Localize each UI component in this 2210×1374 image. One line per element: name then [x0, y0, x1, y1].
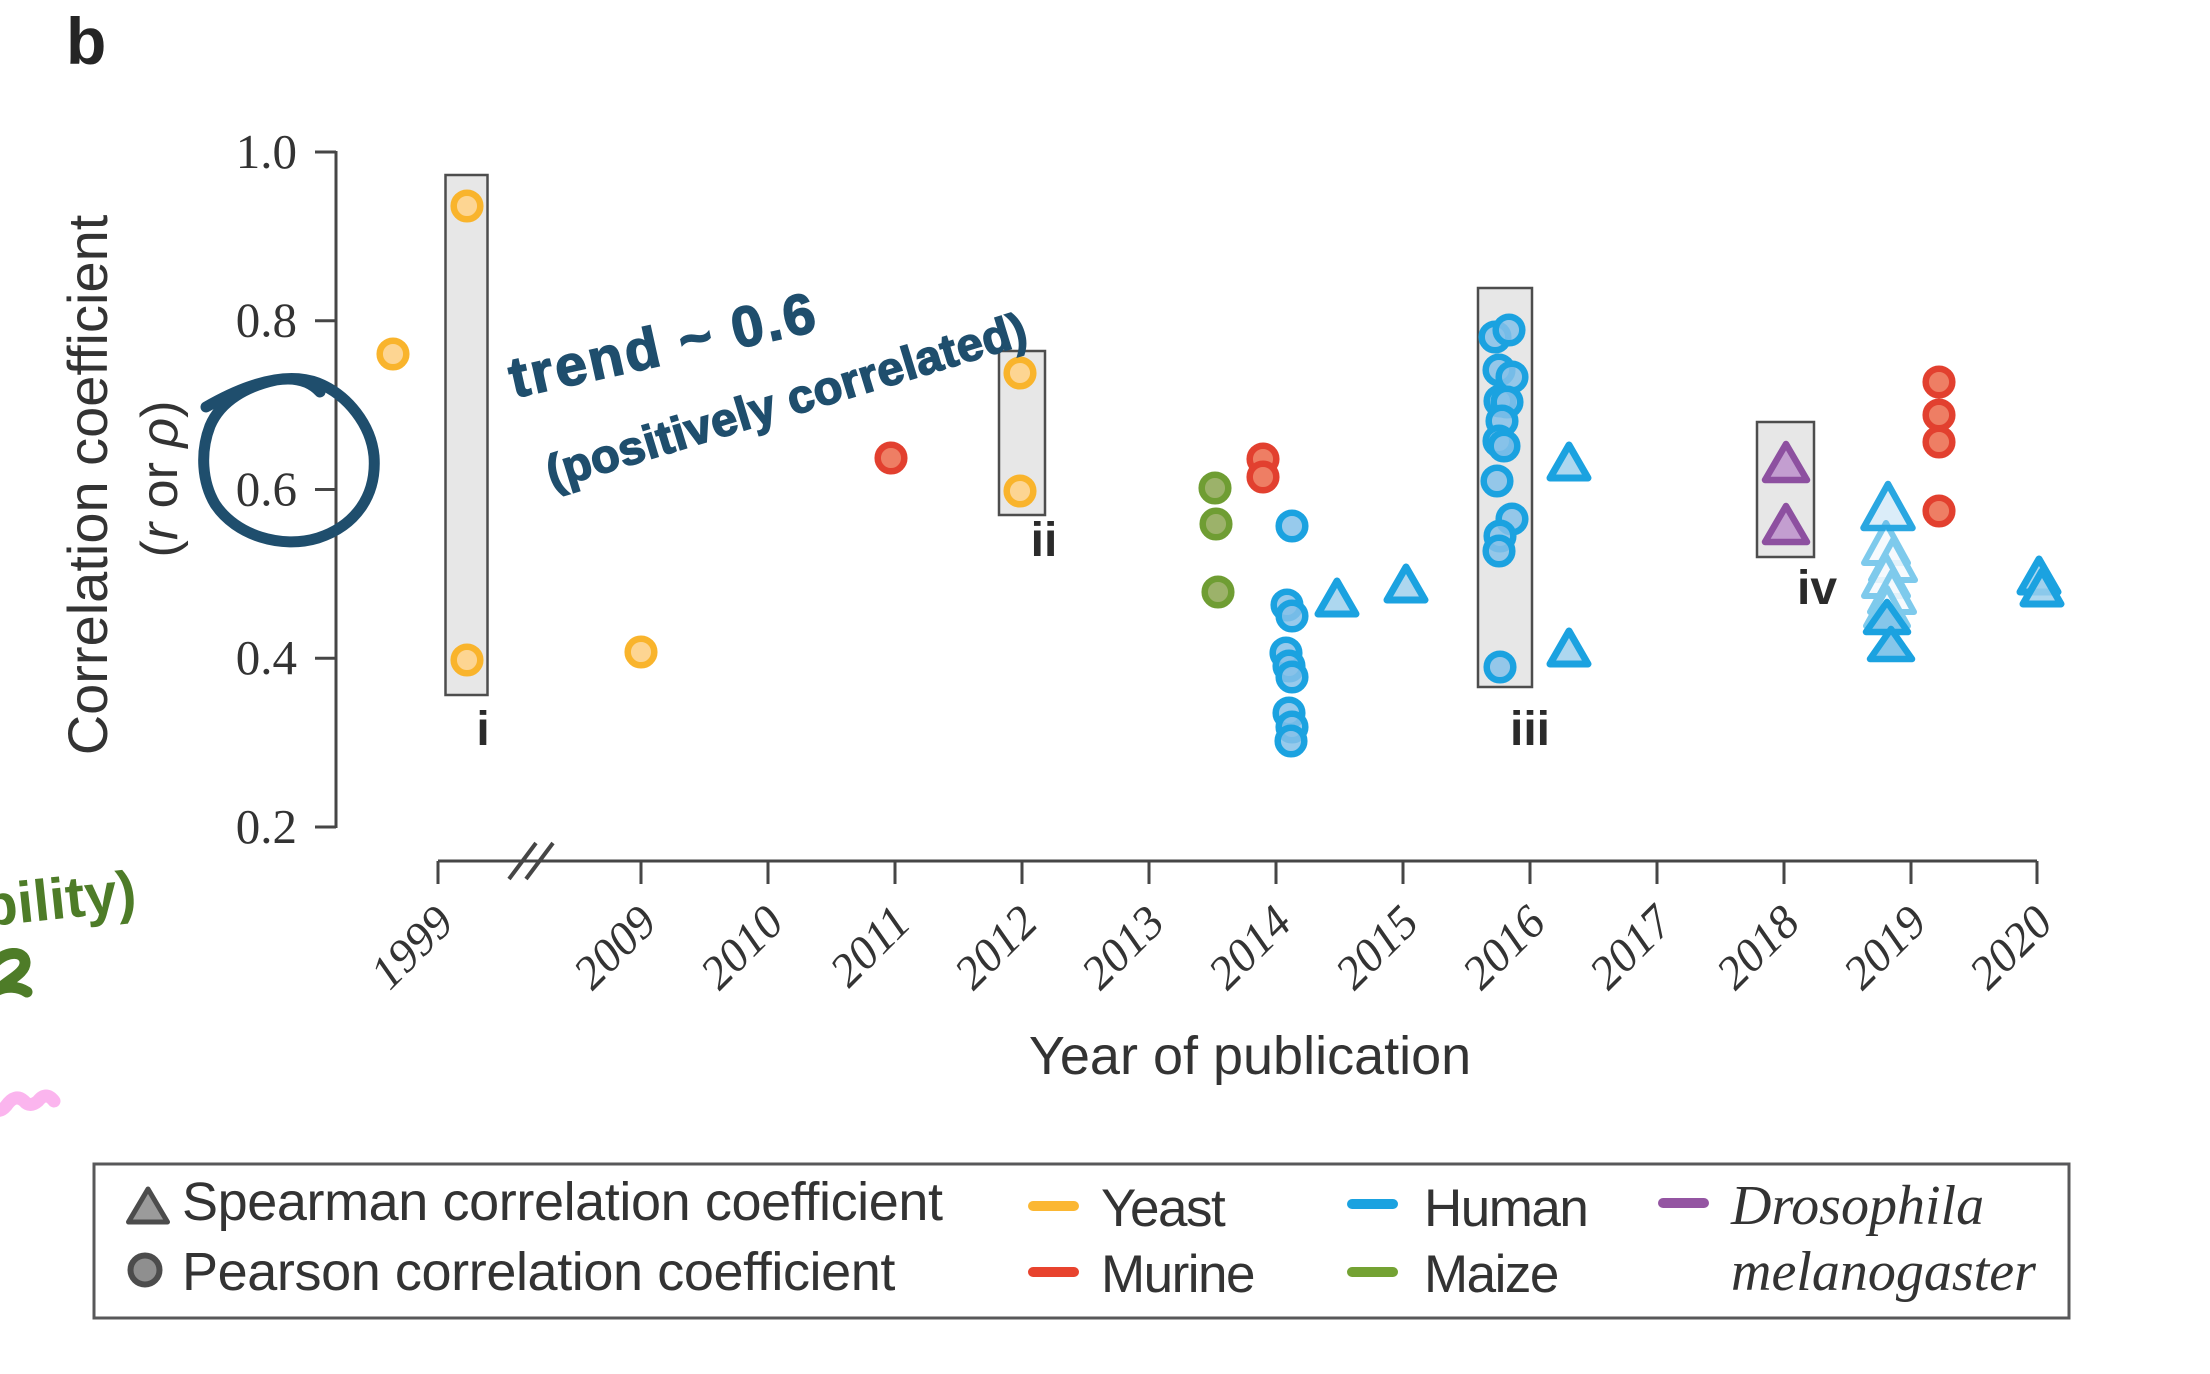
svg-text:Pearson correlation coefficien: Pearson correlation coefficient	[182, 1242, 895, 1302]
svg-text:0.4: 0.4	[236, 630, 297, 685]
svg-text:iii: iii	[1510, 703, 1550, 756]
svg-text:Maize: Maize	[1424, 1245, 1558, 1304]
svg-text:0.6: 0.6	[236, 462, 297, 517]
svg-text:Spearman correlation coefficie: Spearman correlation coefficient	[182, 1172, 943, 1232]
svg-text:Human: Human	[1424, 1179, 1587, 1238]
svg-text:Year of publication: Year of publication	[1029, 1026, 1471, 1086]
svg-text:melanogaster: melanogaster	[1731, 1241, 2036, 1303]
svg-text:(r or ρ): (r or ρ)	[131, 401, 189, 558]
svg-text:iv: iv	[1797, 562, 1837, 615]
svg-text:Drosophila: Drosophila	[1730, 1175, 1984, 1237]
svg-text:0.2: 0.2	[236, 799, 297, 854]
svg-text:1.0: 1.0	[236, 124, 297, 179]
svg-text:Yeast: Yeast	[1101, 1179, 1226, 1238]
svg-text:Correlation coefficient: Correlation coefficient	[56, 214, 119, 755]
svg-text:ii: ii	[1031, 514, 1058, 567]
svg-text:0.8: 0.8	[236, 293, 297, 348]
svg-text:i: i	[476, 703, 489, 756]
svg-text:Murine: Murine	[1101, 1245, 1254, 1304]
svg-text:b: b	[66, 4, 106, 78]
